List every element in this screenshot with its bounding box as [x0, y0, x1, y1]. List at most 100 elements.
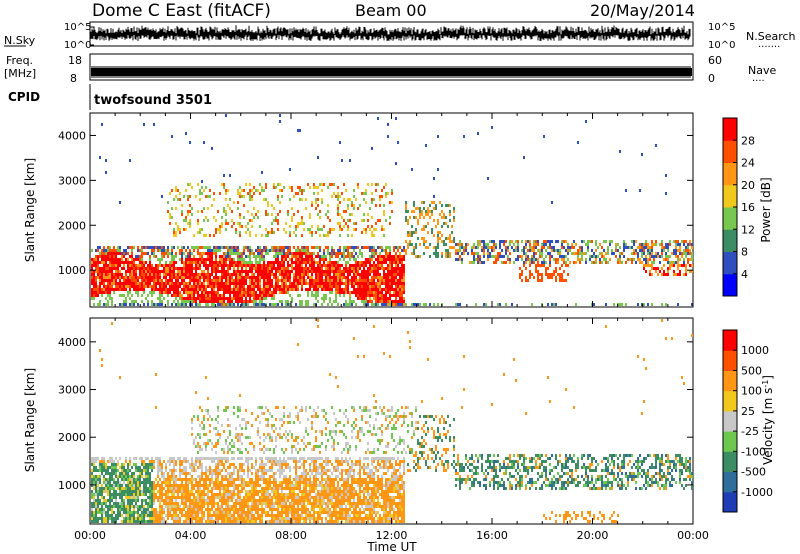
velocity-cell [207, 412, 209, 415]
power-cell [227, 285, 229, 288]
velocity-cell [195, 469, 197, 472]
power-cell [385, 288, 387, 291]
power-cell [409, 216, 411, 219]
power-cell [401, 294, 403, 297]
power-cell [343, 219, 345, 222]
power-cell [369, 291, 371, 294]
velocity-cell [161, 487, 163, 490]
power-cell [237, 303, 239, 306]
power-cell [337, 252, 339, 255]
power-cell [335, 255, 337, 258]
power-cell [203, 264, 205, 267]
power-cell [223, 282, 225, 285]
power-cell [153, 249, 155, 252]
power-cell [453, 210, 455, 213]
power-cell [517, 243, 519, 246]
power-cell [367, 183, 369, 186]
power-cell [151, 285, 153, 288]
power-cell [329, 231, 331, 234]
velocity-cell [187, 490, 189, 493]
power-cell [481, 249, 483, 252]
power-cell [487, 243, 489, 246]
velocity-cell [97, 499, 99, 502]
velocity-cell [97, 478, 99, 481]
power-cell [187, 270, 189, 273]
power-cell [259, 225, 261, 228]
power-cell [241, 273, 243, 276]
power-cell [111, 297, 113, 300]
power-cell [337, 222, 339, 225]
power-cell [179, 282, 181, 285]
power-cell [369, 288, 371, 291]
power-cell [293, 213, 295, 216]
velocity-cell [117, 484, 119, 487]
power-cell [637, 252, 639, 255]
power-cell [229, 279, 231, 282]
power-cell [347, 255, 349, 258]
power-cell [123, 261, 125, 264]
power-cell [143, 285, 145, 288]
power-cell [621, 261, 623, 264]
power-cell [561, 243, 563, 246]
power-cell [415, 207, 417, 210]
velocity-cell [153, 490, 155, 493]
power-cell [559, 279, 561, 282]
power-cell [265, 267, 267, 270]
power-cell [365, 297, 367, 300]
power-cell [311, 264, 313, 267]
power-cell [355, 273, 357, 276]
power-cell [233, 294, 235, 297]
velocity-cell [183, 499, 185, 502]
power-cell [479, 255, 481, 258]
power-cell [179, 273, 181, 276]
power-cell [281, 195, 283, 198]
cpid-value: twofsound 3501 [94, 93, 212, 108]
power-cell [541, 276, 543, 279]
power-cell [239, 288, 241, 291]
power-cell [253, 282, 255, 285]
power-cell [271, 303, 273, 306]
power-cell [345, 282, 347, 285]
power-cell [205, 258, 207, 261]
power-cell [391, 255, 393, 258]
power-cell [157, 246, 159, 249]
power-cell [253, 273, 255, 276]
power-cell [273, 219, 275, 222]
power-cell [249, 300, 251, 303]
power-cell [311, 279, 313, 282]
velocity-cell [207, 475, 209, 478]
power-cell [231, 210, 233, 213]
power-cell [671, 252, 673, 255]
power-cell [159, 258, 161, 261]
power-cell [313, 288, 315, 291]
power-cell [333, 285, 335, 288]
power-cell [503, 240, 505, 243]
velocity-cell [105, 487, 107, 490]
power-cell [235, 297, 237, 300]
power-cell [383, 261, 385, 264]
power-cell [195, 258, 197, 261]
power-cell [221, 183, 223, 186]
power-cell [289, 249, 291, 252]
power-cell [165, 276, 167, 279]
power-cell [551, 240, 553, 243]
power-cell [269, 270, 271, 273]
power-cell [649, 264, 651, 267]
velocity-cell [117, 460, 119, 463]
power-cell [269, 291, 271, 294]
power-cell [615, 249, 617, 252]
power-cell [171, 285, 173, 288]
velocity-cell [205, 508, 207, 511]
power-cell [313, 270, 315, 273]
power-cell [287, 303, 289, 306]
power-cell [363, 264, 365, 267]
power-cell [185, 297, 187, 300]
velocity-cell [97, 508, 99, 511]
velocity-cell [177, 487, 179, 490]
power-cell [167, 201, 169, 204]
power-cell [351, 300, 353, 303]
power-cell [383, 258, 385, 261]
velocity-cell [177, 496, 179, 499]
power-cell [259, 255, 261, 258]
power-cell [321, 285, 323, 288]
